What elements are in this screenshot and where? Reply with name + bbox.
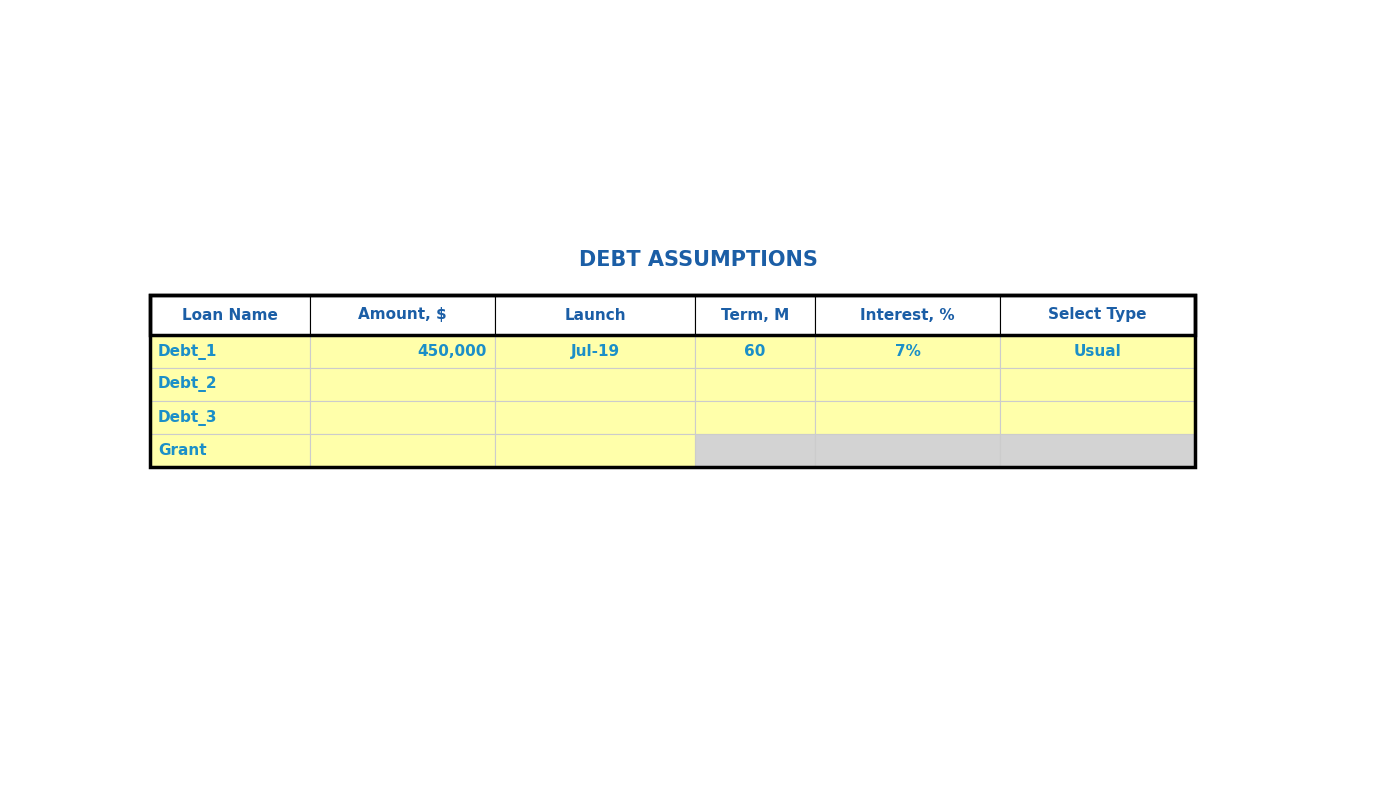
Text: 450,000: 450,000: [417, 344, 487, 359]
Text: Debt_3: Debt_3: [158, 410, 218, 425]
Bar: [695, 368, 815, 401]
Text: Usual: Usual: [1074, 344, 1121, 359]
Bar: [815, 295, 1000, 335]
Bar: [815, 368, 1000, 401]
Bar: [1000, 434, 1195, 467]
Bar: [310, 401, 496, 434]
Text: Amount, $: Amount, $: [359, 307, 447, 322]
Bar: [149, 295, 1195, 467]
Bar: [149, 335, 310, 368]
Bar: [695, 295, 815, 335]
Text: Grant: Grant: [158, 443, 207, 458]
Bar: [1000, 401, 1195, 434]
Bar: [149, 295, 310, 335]
Text: 7%: 7%: [895, 344, 920, 359]
Bar: [815, 434, 1000, 467]
Text: Interest, %: Interest, %: [860, 307, 955, 322]
Bar: [310, 335, 496, 368]
Bar: [815, 335, 1000, 368]
Bar: [496, 434, 695, 467]
Text: Jul-19: Jul-19: [571, 344, 620, 359]
Bar: [496, 295, 695, 335]
Text: DEBT ASSUMPTIONS: DEBT ASSUMPTIONS: [578, 250, 818, 270]
Bar: [1000, 295, 1195, 335]
Bar: [310, 434, 496, 467]
Bar: [149, 401, 310, 434]
Bar: [310, 368, 496, 401]
Bar: [1000, 335, 1195, 368]
Bar: [496, 401, 695, 434]
Text: Debt_2: Debt_2: [158, 376, 218, 392]
Bar: [695, 401, 815, 434]
Bar: [815, 401, 1000, 434]
Text: Select Type: Select Type: [1048, 307, 1146, 322]
Bar: [149, 368, 310, 401]
Text: 60: 60: [744, 344, 765, 359]
Bar: [149, 434, 310, 467]
Text: Term, M: Term, M: [720, 307, 789, 322]
Bar: [695, 335, 815, 368]
Text: Debt_1: Debt_1: [158, 343, 218, 359]
Bar: [1000, 368, 1195, 401]
Bar: [496, 368, 695, 401]
Bar: [695, 434, 815, 467]
Text: Loan Name: Loan Name: [181, 307, 278, 322]
Bar: [496, 335, 695, 368]
Text: Launch: Launch: [564, 307, 625, 322]
Bar: [149, 295, 1195, 335]
Bar: [310, 295, 496, 335]
